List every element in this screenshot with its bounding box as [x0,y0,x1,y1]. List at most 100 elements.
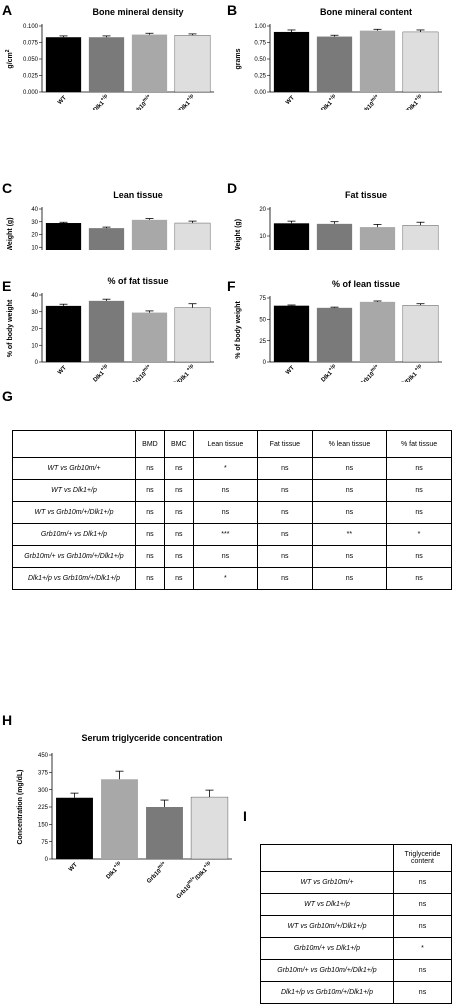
table-cell: * [393,937,452,960]
table-header-cell: Fat tissue [257,430,313,458]
bar [88,37,125,92]
table-cell: ns [135,501,165,524]
table-cell: ns [386,479,452,502]
x-tick-label: WT [285,365,296,376]
x-tick-label: Dlk1+/p [90,93,111,110]
bar [45,223,82,250]
row-label: WT vs Dlk1+/p [260,893,394,916]
x-tick-label: Grb10m/+/Dlk1+/p [174,860,214,900]
chart-title: Lean tissue [113,190,163,200]
y-axis-label-sup: 2 [5,49,11,52]
table-row: WT vs Grb10m/+ ns ns * ns ns ns [12,457,452,480]
x-tick-label: WT [285,95,296,106]
bar [131,312,168,362]
panel-label-h: H [2,712,13,728]
table-cell: ns [386,457,452,480]
x-tick-label: Dlk1+/p [103,860,124,881]
y-axis-label: % of body weight [7,299,14,357]
bar [359,301,396,362]
chart-title: % of lean tissue [332,279,400,289]
x-tick-label: Grb10m/+ [357,363,382,382]
y-tick-label: 30 [31,220,38,226]
label-genotype: m/+ [396,380,406,382]
table-cell: ns [311,457,388,480]
y-axis-label: grams [235,48,242,69]
row-label: WT vs Grb10m/+ [260,871,394,894]
y-axis-label-text: g/cm [7,52,14,68]
label-genotype: m/+ [169,108,179,110]
table-cell: ** [311,523,388,546]
label-genotype: +/p [99,363,108,372]
bar [273,223,310,250]
chart-serum-triglyceride: Serum triglyceride concentration Concentr… [17,733,232,900]
table-row: Dlk1+/p vs Grb10m/+/Dlk1+/p ns ns * ns n… [12,567,452,590]
table-cell: ns [257,457,313,480]
table-cell: ns [163,523,194,546]
table-cell: ns [393,871,452,894]
label-genotype: +/p [413,363,422,372]
label-genotype: m/+ [141,363,151,373]
table-cell: ns [311,545,388,568]
y-tick-label: 0.00 [254,90,266,96]
row-label: WT vs Dlk1+/p [12,479,136,502]
bar [402,225,439,250]
table-cell: * [192,457,259,480]
y-tick-label: 0.50 [254,57,266,63]
label-genotype: m/+ [369,93,379,103]
row-label: WT vs Grb10m/+/Dlk1+/p [12,501,136,524]
x-tick-label: Grb10m/+ [144,860,169,885]
label-text: WT [57,95,68,106]
bar [359,30,396,92]
table-row: Grb10m/+ vs Dlk1+/p * [260,937,452,960]
bar [402,305,439,363]
y-tick-label: 0 [45,857,49,863]
panel-label-b: B [227,2,238,18]
x-tick-label: Grb10 m/+/Dlk1 +/p [154,363,197,382]
label-genotype: m/+ [141,93,151,103]
x-tick-label: WT [68,862,79,873]
table-header-row: BMD BMC Lean tissue Fat tissue % lean ti… [12,430,452,458]
x-tick-label: Dlk1+/p [318,363,339,382]
table-cell: ns [135,457,165,480]
x-tick-label: Grb10m/+ [129,363,154,382]
bar [402,31,439,93]
bar [45,37,82,92]
table-header-cell: BMC [163,430,194,458]
label-text: WT [57,365,68,376]
label-genotype: m/+ [156,860,166,870]
table-row: Dlk1+/p vs Grb10m/+/Dlk1+/p ns [260,981,452,1004]
chart-title: % of fat tissue [107,276,168,286]
y-axis-label: Weight (g) [7,217,14,250]
table-cell: ns [163,501,194,524]
label-genotype: +/p [413,93,422,102]
table-cell: ns [257,545,313,568]
label-text: WT [285,365,296,376]
bar [190,796,229,860]
label-genotype: +/p [185,363,194,372]
table-header-cell: Lean tissue [192,430,259,458]
y-tick-label: 30 [31,310,38,316]
row-label: Grb10m/+ vs Dlk1+/p [12,523,136,546]
y-tick-label: 0.25 [254,74,266,80]
table-cell: ns [311,479,388,502]
bar [273,305,310,362]
y-axis-label: Weight (g) [235,219,242,250]
table-header-cell: Triglyceride content [393,844,452,872]
y-tick-label: 20 [31,327,38,333]
panel-label-f: F [227,278,236,294]
label-gene: Dlk1 [320,100,334,110]
row-label: Dlk1+/p vs Grb10m/+/Dlk1+/p [260,981,394,1004]
table-cell: ns [393,915,452,938]
bar [45,305,82,362]
y-tick-label: 20 [31,233,38,239]
y-tick-label: 375 [38,771,49,777]
y-axis-label: Concentration (mg/dL) [17,769,24,844]
table-header-cell: % lean tissue [311,430,388,458]
table-cell: ns [257,523,313,546]
label-gene: Grb10 [176,883,193,900]
y-axis-label: g/cm2 [5,49,14,68]
bar [359,227,396,250]
table-cell: * [386,523,452,546]
table-header-row: Triglyceride content [260,844,452,872]
table-cell: ns [386,567,452,590]
